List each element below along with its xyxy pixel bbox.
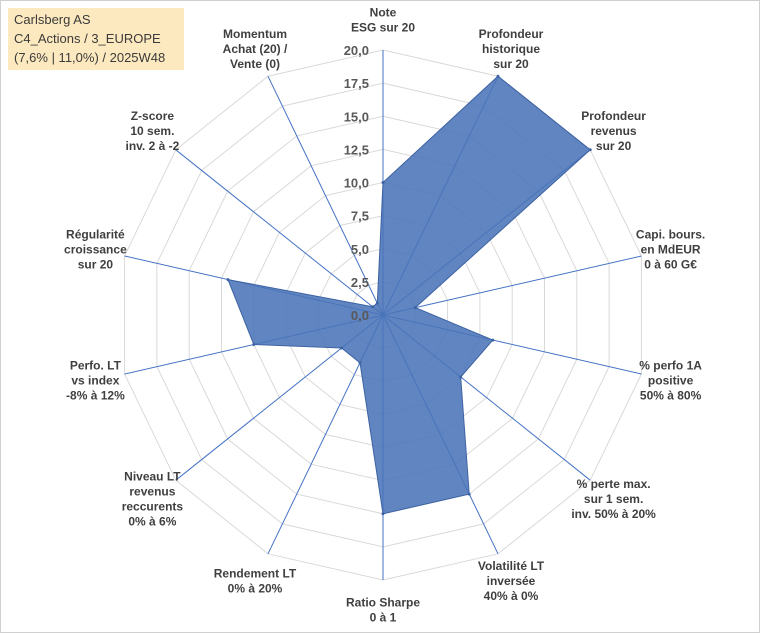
data-point-5 bbox=[459, 375, 463, 379]
axis-label-line: positive bbox=[648, 374, 694, 388]
axis-label-line: 40% à 0% bbox=[484, 589, 539, 603]
axis-label-line: 0 à 60 G€ bbox=[644, 257, 697, 271]
axis-label-line: Ratio Sharpe bbox=[346, 596, 420, 610]
data-series-area bbox=[227, 75, 591, 515]
axis-label-line: sur 20 bbox=[596, 139, 632, 153]
axis-label-line: Capi. bours. bbox=[636, 227, 705, 241]
data-point-8 bbox=[358, 361, 362, 365]
axis-label-8: Rendement LT 0% à 20% bbox=[214, 566, 297, 595]
data-point-7 bbox=[381, 512, 385, 516]
axis-label-line: ESG sur 20 bbox=[351, 21, 415, 35]
data-point-10 bbox=[252, 343, 256, 346]
data-point-4 bbox=[491, 338, 495, 342]
spoke-3 bbox=[382, 255, 642, 316]
data-point-1 bbox=[496, 74, 500, 78]
axis-label-line: vs index bbox=[71, 374, 119, 388]
axis-label-line: revenus bbox=[129, 484, 175, 498]
axis-label-3: Capi. bours. en MdEUR 0 à 60 G€ bbox=[636, 227, 705, 271]
axis-label-2: Profondeur revenus sur 20 bbox=[581, 109, 646, 153]
axis-label-line: sur 1 sem. bbox=[584, 492, 643, 506]
title-line-3: (7,6% | 11,0%) / 2025W48 bbox=[14, 50, 166, 65]
tick-label-7: 17,5 bbox=[344, 76, 369, 91]
axis-label-7: Ratio Sharpe 0 à 1 bbox=[346, 596, 420, 625]
tick-label-3: 7,5 bbox=[351, 209, 369, 224]
spoke-13 bbox=[267, 75, 384, 316]
axis-label-line: 0% à 6% bbox=[128, 514, 176, 528]
axis-label-line: sur 20 bbox=[493, 57, 529, 71]
axis-label-line: 50% à 80% bbox=[640, 389, 702, 403]
axis-label-line: 0% à 20% bbox=[228, 581, 283, 595]
axis-label-12: Z-score 10 sem. inv. 2 à -2 bbox=[125, 109, 179, 153]
data-point-2 bbox=[588, 148, 592, 152]
axis-label-6: Volatilité LT inversée 40% à 0% bbox=[478, 559, 545, 603]
axis-label-line: Niveau LT bbox=[124, 469, 181, 483]
axis-label-line: -8% à 12% bbox=[66, 389, 125, 403]
axis-label-line: Vente (0) bbox=[230, 57, 280, 71]
data-point-6 bbox=[467, 492, 471, 496]
axis-label-1: Profondeur historique sur 20 bbox=[479, 27, 544, 71]
tick-label-2: 5,0 bbox=[351, 242, 369, 257]
axis-label-line: Régularité bbox=[66, 227, 125, 241]
data-point-12 bbox=[371, 305, 375, 309]
axis-label-4: % perfo 1A positive 50% à 80% bbox=[639, 359, 702, 403]
axis-label-9: Niveau LT revenus reccurents 0% à 6% bbox=[122, 469, 184, 528]
axis-label-line: Z-score bbox=[131, 109, 175, 123]
axis-label-line: inversée bbox=[487, 574, 536, 588]
axis-label-line: Achat (20) / bbox=[223, 42, 288, 56]
axis-label-0: Note ESG sur 20 bbox=[351, 6, 415, 35]
tick-label-6: 15,0 bbox=[344, 109, 369, 124]
tick-label-8: 20,0 bbox=[344, 43, 369, 58]
title-line-1: Carlsberg AS bbox=[14, 12, 91, 27]
axis-label-line: 0 à 1 bbox=[370, 611, 397, 625]
axis-label-line: inv. 2 à -2 bbox=[125, 139, 179, 153]
data-point-11 bbox=[226, 278, 230, 282]
axis-label-line: sur 20 bbox=[78, 257, 114, 271]
title-line-2: C4_Actions / 3_EUROPE bbox=[14, 31, 161, 46]
tick-label-5: 12,5 bbox=[344, 142, 369, 157]
axis-label-line: inv. 50% à 20% bbox=[571, 507, 656, 521]
axis-label-line: Note bbox=[370, 6, 397, 20]
data-point-13 bbox=[375, 301, 379, 305]
axis-label-line: % perte max. bbox=[577, 477, 651, 491]
axis-label-line: revenus bbox=[591, 124, 637, 138]
axis-label-line: Volatilité LT bbox=[478, 559, 545, 573]
data-point-0 bbox=[381, 181, 385, 184]
axis-label-line: Momentum bbox=[223, 27, 287, 41]
axis-label-line: % perfo 1A bbox=[639, 359, 702, 373]
axis-label-line: historique bbox=[482, 42, 540, 56]
axis-label-line: croissance bbox=[64, 242, 127, 256]
axis-label-10: Perfo. LT vs index -8% à 12% bbox=[66, 359, 125, 403]
axis-label-line: Profondeur bbox=[479, 27, 544, 41]
axis-label-13: Momentum Achat (20) / Vente (0) bbox=[223, 27, 288, 71]
axis-label-line: 10 sem. bbox=[130, 124, 174, 138]
tick-label-0: 0,0 bbox=[351, 308, 369, 323]
tick-label-1: 2,5 bbox=[351, 275, 369, 290]
axis-label-line: en MdEUR bbox=[641, 242, 701, 256]
axis-label-line: Perfo. LT bbox=[70, 359, 122, 373]
spoke-12 bbox=[175, 149, 384, 316]
axis-label-line: Profondeur bbox=[581, 109, 646, 123]
axis-label-line: reccurents bbox=[122, 499, 184, 513]
data-point-3 bbox=[413, 306, 417, 310]
axis-label-line: Rendement LT bbox=[214, 566, 297, 580]
axis-label-11: Régularité croissance sur 20 bbox=[64, 227, 127, 271]
tick-label-4: 10,0 bbox=[344, 176, 369, 191]
data-point-9 bbox=[340, 346, 344, 350]
axis-label-5: % perte max. sur 1 sem. inv. 50% à 20% bbox=[571, 477, 656, 521]
chart-title-box: Carlsberg AS C4_Actions / 3_EUROPE (7,6%… bbox=[8, 8, 184, 70]
